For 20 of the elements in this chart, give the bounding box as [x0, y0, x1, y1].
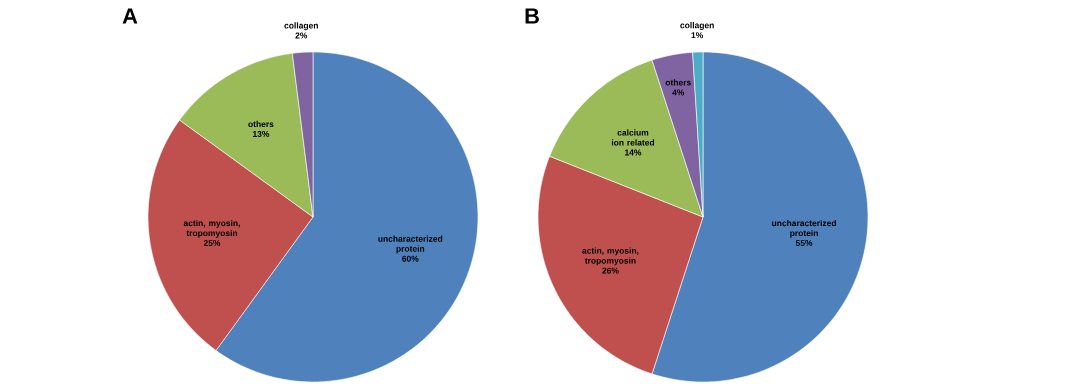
slice-label: others [665, 79, 691, 86]
slice-label: calcium ion related [611, 129, 655, 146]
slice-label: uncharacterized protein [378, 235, 443, 254]
data-label: 55% [795, 240, 813, 247]
data-label: 25% [203, 240, 221, 247]
data-label: 2% [295, 32, 308, 39]
data-label: 14% [625, 149, 642, 156]
chart-title: A [122, 8, 138, 24]
slice-label: collagen [284, 22, 318, 31]
data-label: 1% [691, 32, 704, 39]
data-label: 13% [252, 131, 270, 138]
data-label: 60% [402, 255, 419, 262]
slice-label: actin, myosin, tropomyosin [183, 219, 240, 238]
data-label: 4% [672, 89, 685, 96]
slice-label: others [248, 120, 274, 128]
slice-label: collagen [680, 22, 714, 30]
slice-label: actin, myosin, tropomyosin [582, 247, 639, 266]
data-label: 26% [602, 267, 619, 274]
slice-label: uncharacterized protein [772, 219, 836, 238]
chart-title: B [525, 8, 539, 24]
